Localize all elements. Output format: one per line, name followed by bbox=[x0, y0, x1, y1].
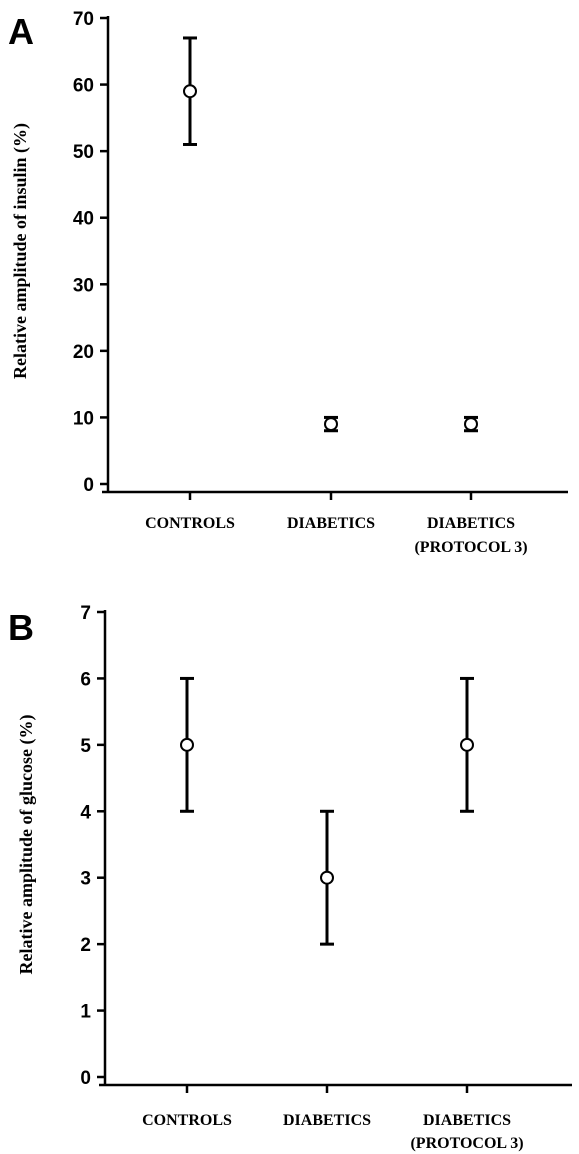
x-category-label: CONTROLS bbox=[145, 515, 235, 532]
y-tick-label: 20 bbox=[73, 342, 94, 363]
x-category-label: (PROTOCOL 3) bbox=[414, 539, 527, 556]
y-tick-label: 4 bbox=[80, 802, 91, 823]
y-tick-label: 7 bbox=[80, 603, 91, 624]
panel-letter: A bbox=[8, 11, 34, 52]
y-axis-title: Relative amplitude of insulin (%) bbox=[10, 123, 31, 379]
y-tick-label: 3 bbox=[80, 869, 91, 890]
y-tick-label: 5 bbox=[80, 736, 91, 757]
data-point bbox=[324, 417, 338, 432]
panel-letter: B bbox=[8, 607, 34, 648]
y-tick-label: 30 bbox=[73, 275, 94, 296]
panel-b: B 0 1 2 3 4 5 6 7 Relative amplitude of glucose (… bbox=[8, 603, 572, 1152]
data-point bbox=[320, 870, 334, 885]
y-tick-label: 60 bbox=[73, 76, 94, 97]
y-tick-label: 0 bbox=[80, 1068, 91, 1089]
x-category-label: CONTROLS bbox=[142, 1112, 232, 1129]
data-point bbox=[183, 84, 197, 99]
data-point bbox=[464, 417, 478, 432]
data-point bbox=[460, 737, 474, 752]
x-category-label: DIABETICS bbox=[423, 1112, 511, 1129]
y-tick-label: 0 bbox=[83, 475, 94, 496]
x-category-label: DIABETICS bbox=[427, 515, 515, 532]
x-category-label: DIABETICS bbox=[283, 1112, 371, 1129]
y-tick-label: 10 bbox=[73, 408, 94, 429]
y-tick-label: 50 bbox=[73, 142, 94, 163]
y-tick-label: 70 bbox=[73, 9, 94, 30]
x-category-label: (PROTOCOL 3) bbox=[410, 1135, 523, 1152]
y-axis-title: Relative amplitude of glucose (%) bbox=[16, 715, 37, 975]
panel-a: A 0 10 20 30 40 50 60 70 Relative amplitude of in… bbox=[8, 9, 568, 556]
y-tick-label: 1 bbox=[80, 1002, 91, 1023]
y-tick-label: 2 bbox=[80, 935, 91, 956]
y-tick-label: 40 bbox=[73, 209, 94, 230]
y-tick-label: 6 bbox=[80, 669, 91, 690]
x-category-label: DIABETICS bbox=[287, 515, 375, 532]
data-point bbox=[180, 737, 194, 752]
